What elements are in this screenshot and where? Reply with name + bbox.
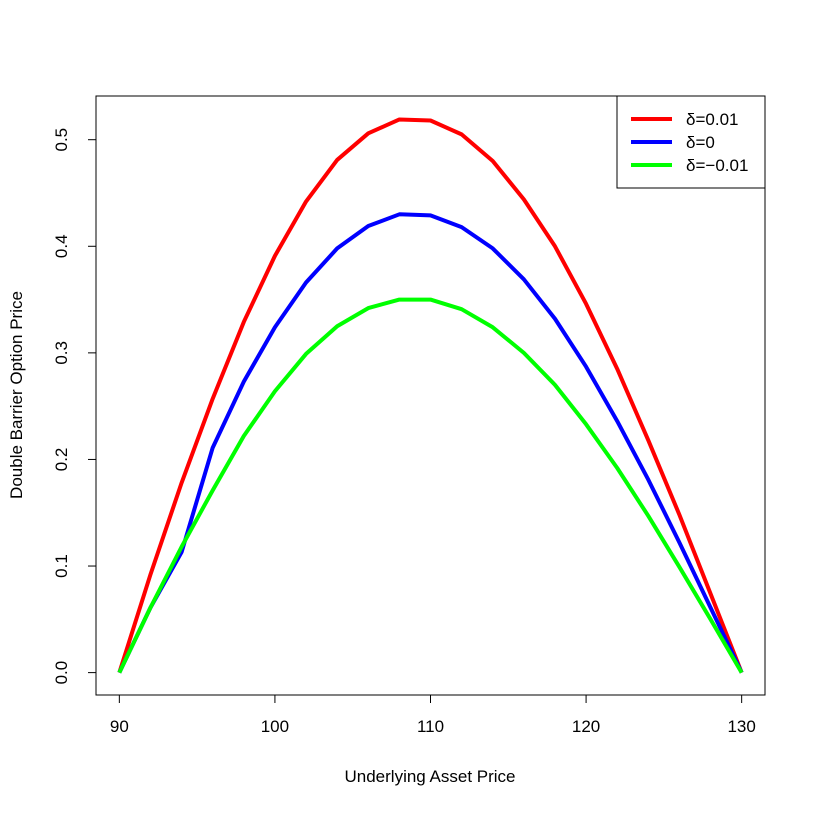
legend-label-0: δ=0.01	[686, 110, 738, 129]
series-line-2	[117, 297, 744, 674]
y-axis-title: Double Barrier Option Price	[7, 291, 26, 499]
legend-label-1: δ=0	[686, 133, 715, 152]
x-axis-title: Underlying Asset Price	[344, 767, 515, 786]
series-line-0	[117, 117, 744, 674]
y-tick-label: 0.5	[52, 128, 71, 152]
x-tick-label: 130	[727, 717, 755, 736]
x-tick-label: 90	[110, 717, 129, 736]
y-axis: 0.0 0.1 0.2 0.3 0.4 0.5	[52, 128, 96, 685]
series-line-1	[117, 212, 744, 674]
x-axis: 90 100 110 120 130	[110, 695, 756, 736]
x-tick-label: 110	[417, 717, 444, 736]
y-tick-label: 0.4	[52, 234, 71, 258]
series-layer	[117, 117, 744, 674]
legend-label-2: δ=−0.01	[686, 156, 748, 175]
x-tick-label: 120	[572, 717, 600, 736]
y-tick-label: 0.0	[52, 661, 71, 685]
legend: δ=0.01 δ=0 δ=−0.01	[616, 95, 766, 189]
x-tick-label: 100	[261, 717, 289, 736]
y-tick-label: 0.2	[52, 448, 71, 472]
y-tick-label: 0.3	[52, 341, 71, 365]
y-tick-label: 0.1	[52, 554, 71, 578]
